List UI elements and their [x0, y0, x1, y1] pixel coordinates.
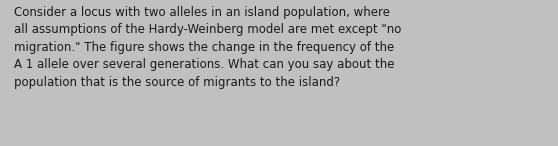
Text: Consider a locus with two alleles in an island population, where
all assumptions: Consider a locus with two alleles in an …	[14, 6, 401, 89]
